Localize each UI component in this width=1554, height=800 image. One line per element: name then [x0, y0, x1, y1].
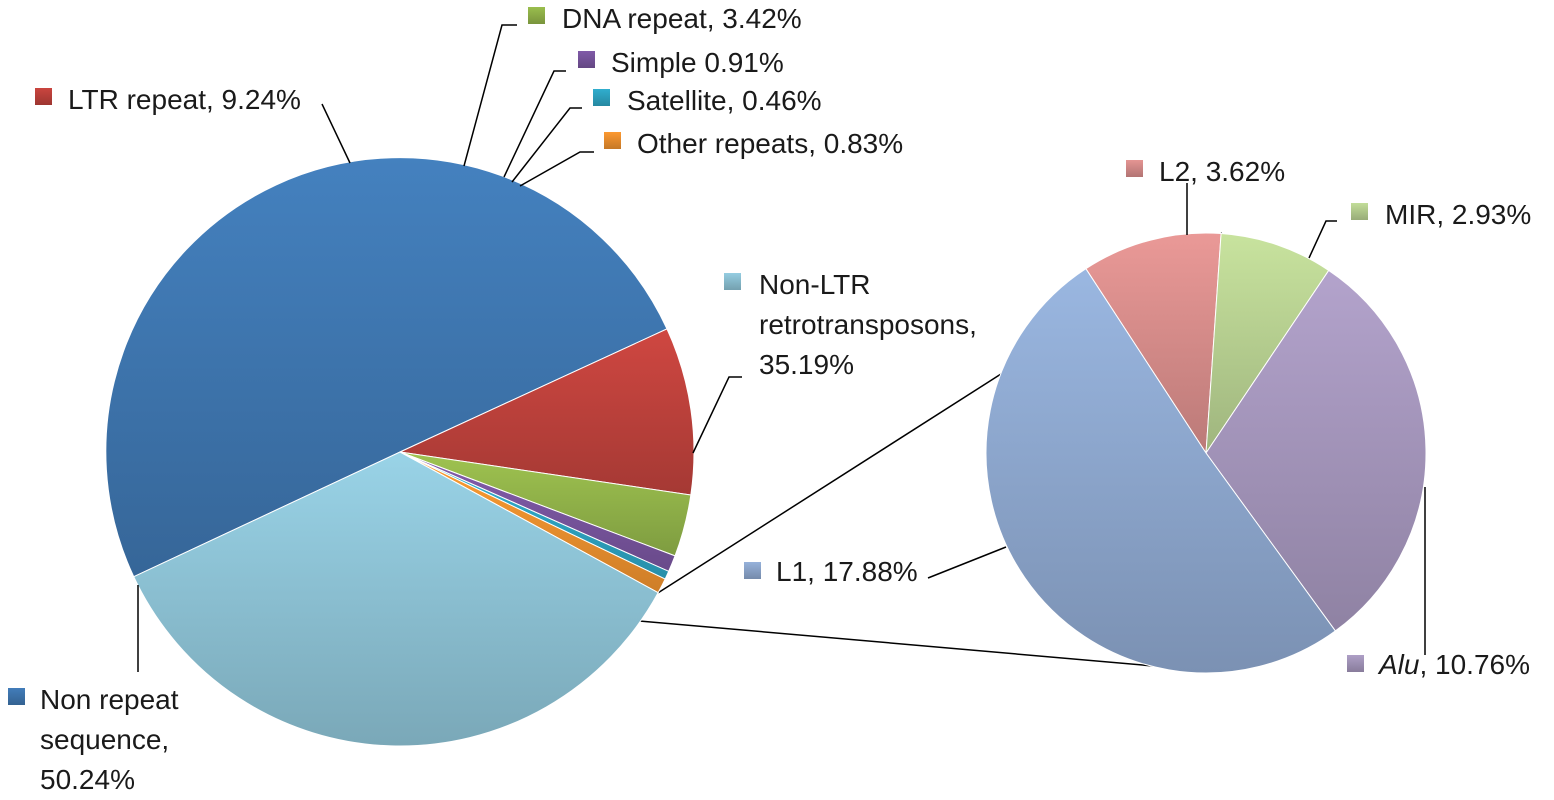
data-label-line: sequence,: [40, 724, 170, 755]
legend-swatch-dna-repeat: [528, 7, 545, 24]
legend-swatch-other-repeats: [604, 132, 621, 149]
data-label-line: MIR, 2.93%: [1385, 199, 1532, 230]
pie-slice-mir: [1205, 232, 1330, 455]
legend-swatch-non-repeat-sequence: [8, 688, 25, 705]
legend-swatch-simple: [578, 51, 595, 68]
data-label-line: Non-LTR: [759, 269, 871, 300]
data-label-line: L2, 3.62%: [1159, 156, 1286, 187]
leader-lines: [137, 24, 1426, 672]
data-label-dna-repeat: DNA repeat, 3.42%: [562, 0, 802, 39]
legend-swatch-ltr-repeat: [35, 88, 52, 105]
pie-slice-non-ltr-retrotransposons: [133, 451, 659, 747]
leader-line-mir: [1308, 220, 1337, 259]
legend-swatch-alu: [1347, 655, 1364, 672]
data-label-line: 35.19%: [759, 349, 854, 380]
data-label-simple: Simple 0.91%: [611, 43, 784, 83]
leader-line-other-repeats: [519, 151, 594, 187]
leader-line-l1: [927, 546, 1007, 579]
pie-slice-alu: [1205, 269, 1427, 632]
legend-swatch-non-ltr-retrotransposons: [724, 273, 741, 290]
leader-line-dna-repeat: [463, 24, 517, 167]
data-label-line: Other repeats, 0.83%: [637, 128, 904, 159]
main-pie: [105, 157, 695, 747]
pie-slice-l1: [985, 268, 1337, 674]
leader-line-simple: [503, 70, 566, 178]
legend-swatch-l1: [744, 562, 761, 579]
data-label-line: L1, 17.88%: [776, 556, 918, 587]
data-label-non-ltr-retrotransposons: Non-LTR retrotransposons, 35.19%: [759, 265, 977, 385]
data-label-line: 50.24%: [40, 764, 135, 795]
leader-line-non-ltr-retrotransposons: [692, 376, 742, 454]
data-label-other-repeats: Other repeats, 0.83%: [637, 124, 903, 164]
data-label-line: Alu, 10.76%: [1379, 649, 1530, 680]
data-label-line: DNA repeat, 3.42%: [562, 3, 802, 34]
pie-slice-non-repeat-sequence: [105, 157, 668, 578]
pie-slice-ltr-repeat: [398, 328, 695, 496]
data-label-alu: Alu, 10.76%: [1379, 645, 1530, 685]
legend-swatch-satellite: [593, 89, 610, 106]
secondary-pie: [985, 232, 1427, 674]
data-label-line: Simple 0.91%: [611, 47, 784, 78]
data-label-line: LTR repeat, 9.24%: [68, 84, 301, 115]
data-label-l2: L2, 3.62%: [1159, 152, 1285, 192]
data-label-l1: L1, 17.88%: [776, 552, 918, 592]
leader-line-ltr-repeat: [321, 103, 351, 164]
data-label-mir: MIR, 2.93%: [1385, 195, 1531, 235]
data-label-line: Non repeat: [40, 684, 179, 715]
data-label-line: Satellite, 0.46%: [627, 85, 822, 116]
legend-swatch-mir: [1351, 203, 1368, 220]
data-label-ltr-repeat: LTR repeat, 9.24%: [68, 80, 301, 120]
data-label-line: retrotransposons,: [759, 309, 977, 340]
pie-slice-l2: [1085, 232, 1222, 455]
legend-swatch-l2: [1126, 160, 1143, 177]
leader-line-satellite: [511, 107, 582, 183]
data-label-satellite: Satellite, 0.46%: [627, 81, 822, 121]
data-label-non-repeat-sequence: Non repeat sequence, 50.24%: [40, 680, 179, 800]
